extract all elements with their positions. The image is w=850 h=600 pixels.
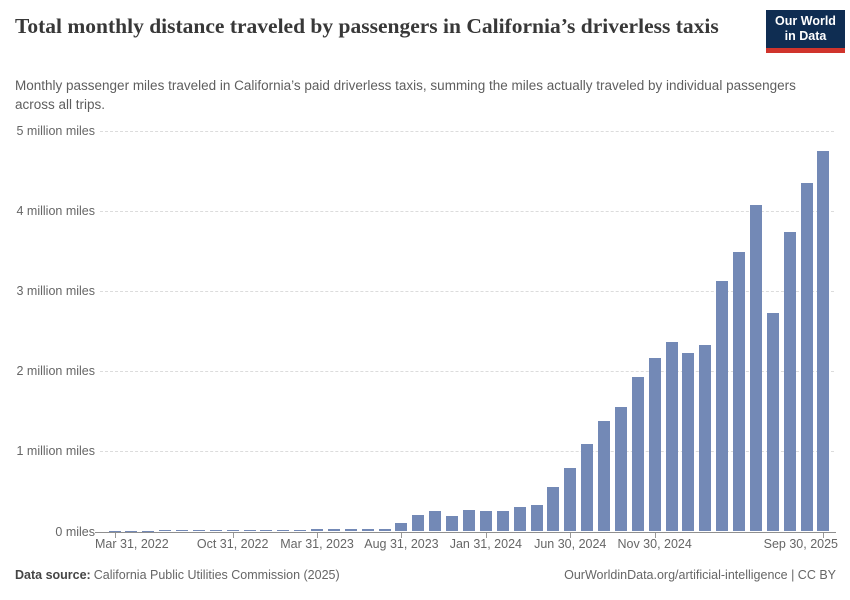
x-axis-tick [654,532,656,538]
bar [783,231,796,532]
x-axis-label: Jun 30, 2024 [534,537,607,551]
bar [226,529,239,532]
bar [327,529,340,532]
x-axis-tick [401,532,403,538]
x-axis-tick [823,532,825,538]
x-axis-tick [570,532,572,538]
bar [648,358,661,532]
logo-text-line1: Our World [775,14,836,28]
x-axis-tick [485,532,487,538]
page-title: Total monthly distance traveled by passe… [15,14,719,38]
bar [277,529,290,532]
bar [800,182,813,532]
bar [547,486,560,532]
bar [209,530,222,532]
bar [817,150,830,532]
bar [142,530,155,532]
bar [598,420,611,532]
gridline [100,130,834,132]
bar [530,505,543,532]
bar [766,312,779,532]
data-source-label: Data source: [15,568,91,582]
attribution-link[interactable]: OurWorldinData.org/artificial-intelligen… [564,568,836,582]
gridline [100,210,834,212]
y-axis-label: 3 million miles [16,283,96,298]
bar [462,509,475,532]
owid-logo: Our World in Data [766,10,845,53]
x-axis-label: Jan 31, 2024 [449,537,523,551]
bar [243,529,256,532]
bar [665,342,678,532]
chart-subtitle: Monthly passenger miles traveled in Cali… [15,78,796,112]
bar [733,252,746,532]
data-source: Data source: California Public Utilities … [15,568,340,582]
gridline [100,451,834,453]
bar [564,468,577,532]
bar [159,530,172,532]
bar [260,529,273,532]
y-axis-label: 1 million miles [16,444,96,459]
bar [294,529,307,532]
bar [716,281,729,532]
y-axis-label: 2 million miles [16,364,96,379]
bar [513,507,526,532]
bar [176,530,189,532]
gridline [100,371,834,373]
bar [429,511,442,532]
bar [446,516,459,532]
bar [412,515,425,532]
gridline [100,290,834,292]
x-axis-label: Nov 30, 2024 [617,537,692,551]
y-axis-label: 0 miles [55,524,95,539]
bar [631,376,644,532]
bar [192,530,205,532]
x-axis-tick [114,532,116,538]
bar [479,511,492,532]
y-axis-label: 5 million miles [16,123,96,138]
x-axis-label: Mar 31, 2023 [280,537,354,551]
bar [125,530,138,532]
x-axis-label: Aug 31, 2023 [364,537,439,551]
x-axis-tick [317,532,319,538]
bar [581,444,594,532]
bar [395,522,408,532]
x-axis-label: Sep 30, 2025 [763,537,838,551]
bar [496,511,509,532]
bar [682,352,695,532]
bar [344,529,357,532]
x-axis-tick [232,532,234,538]
bar [614,407,627,532]
bar [361,529,374,532]
x-axis-label: Oct 31, 2022 [196,537,269,551]
bar [699,344,712,532]
bar [311,529,324,532]
x-axis-line [95,531,836,533]
bar [378,529,391,532]
data-source-value: California Public Utilities Commission (… [93,568,340,582]
bar [749,205,762,532]
y-axis-label: 4 million miles [16,203,96,218]
bar [108,530,121,532]
logo-text-line2: in Data [784,29,827,43]
x-axis-label: Mar 31, 2022 [95,537,169,551]
